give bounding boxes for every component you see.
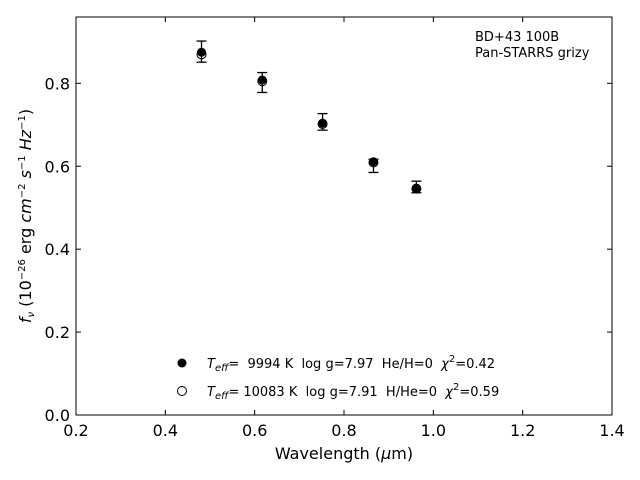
annotation-line-1: BD+43 100B — [475, 30, 559, 45]
y-tick-label-1: 0.2 — [45, 323, 70, 342]
x-tick-label-5: 1.2 — [510, 421, 535, 440]
filled-point-1 — [257, 75, 267, 85]
y-tick-label-4: 0.8 — [45, 74, 70, 93]
filled-point-2 — [318, 118, 328, 128]
annotation-line-2: Pan-STARRS grizy — [475, 46, 590, 61]
legend-marker-filled — [177, 358, 187, 368]
legend-entry-1: Teff= 9994 K log g=7.97 He/H=0 χ2=0.42 — [207, 354, 495, 374]
legend-marker-open — [177, 386, 187, 396]
legend: Teff= 9994 K log g=7.97 He/H=0 χ2=0.42 T… — [177, 354, 499, 402]
y-axis-label: fν (10−26 erg cm−2 s−1 Hz−1) — [16, 109, 37, 323]
y-tick-label-0: 0.0 — [45, 406, 70, 425]
x-axis-label: Wavelength (μm) — [275, 444, 413, 463]
y-tick-label-3: 0.6 — [45, 157, 70, 176]
x-tick-label-6: 1.4 — [599, 421, 624, 440]
data-marks — [196, 40, 422, 194]
x-tick-label-4: 1.0 — [421, 421, 446, 440]
filled-point-4 — [411, 183, 421, 193]
filled-point-3 — [368, 157, 378, 167]
filled-point-0 — [197, 47, 207, 57]
axis-ticks — [75, 17, 613, 416]
x-tick-label-3: 0.8 — [331, 421, 356, 440]
plot-frame — [75, 16, 613, 416]
tick-labels: 0.2 0.4 0.6 0.8 1.0 1.2 1.40.00.20.40.60.8 — [45, 74, 625, 440]
x-tick-label-1: 0.4 — [153, 421, 178, 440]
y-tick-label-2: 0.4 — [45, 240, 70, 259]
legend-entry-2: Teff= 10083 K log g=7.91 H/He=0 χ2=0.59 — [207, 382, 499, 402]
x-tick-label-0: 0.2 — [63, 421, 88, 440]
x-tick-label-2: 0.6 — [242, 421, 267, 440]
